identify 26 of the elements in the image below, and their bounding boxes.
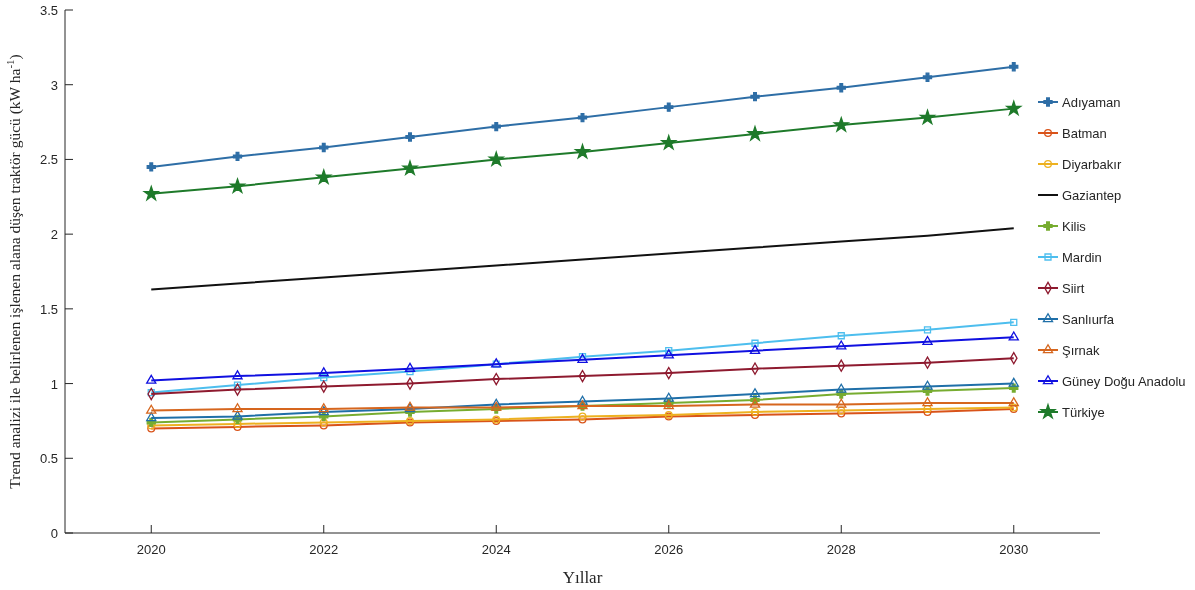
x-tick-label: 2020 [136,542,166,557]
x-tick-label: 2026 [654,542,684,557]
x-tick-label: 2030 [999,542,1029,557]
x-tick-label: 2022 [309,542,339,557]
legend-label: Diyarbakır [1062,157,1122,172]
legend-label: Kilis [1062,219,1087,234]
legend-label: Sanlıurfa [1062,312,1115,327]
legend-label: Şırnak [1062,343,1101,358]
y-tick-label: 3 [50,77,58,93]
y-tick-label: 0.5 [39,451,58,467]
y-tick-label: 2 [50,227,58,243]
y-tick-label: 0 [50,526,58,541]
legend-label: Güney Doğu Anadolu [1062,374,1186,389]
x-tick-label: 2028 [826,542,856,557]
legend-label: Adıyaman [1062,95,1121,110]
y-tick-label: 3.5 [39,3,58,18]
legend-label: Gaziantep [1062,188,1122,203]
legend-label: Mardin [1062,250,1102,265]
x-axis-title: Yıllar [562,568,603,587]
x-tick-label: 2024 [481,542,511,557]
y-tick-label: 1.5 [39,301,58,317]
legend-label: Siirt [1062,281,1085,296]
legend-label: Batman [1062,126,1107,141]
y-tick-label: 2.5 [39,152,58,168]
legend-label: Türkiye [1062,405,1105,420]
y-tick-label: 1 [50,376,58,392]
